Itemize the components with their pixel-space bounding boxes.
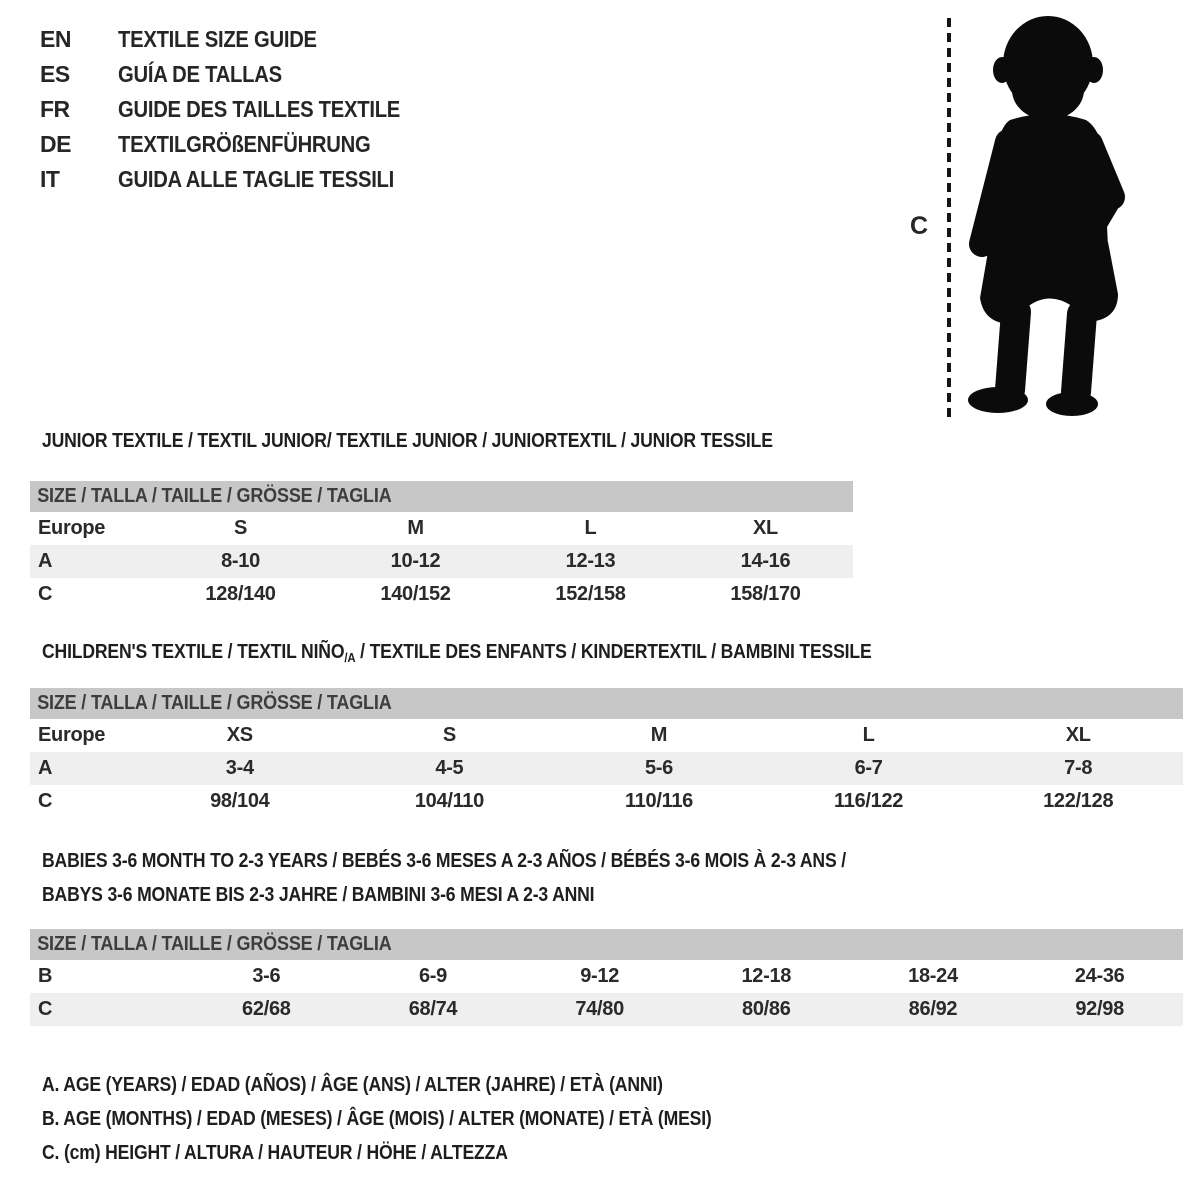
row-label-cell: A xyxy=(38,550,53,572)
language-label: GUIDA ALLE TAGLIE TESSILI xyxy=(118,166,395,192)
size-value-cell: S xyxy=(442,724,456,746)
size-value-cell: XS xyxy=(226,724,253,746)
size-value-cell: 5-6 xyxy=(644,757,673,779)
size-value-cell: 10-12 xyxy=(390,550,441,572)
size-value-cell: 12-18 xyxy=(741,965,792,987)
language-code: EN xyxy=(40,26,71,52)
size-value-cell: 92/98 xyxy=(1075,998,1124,1020)
row-label-cell: A xyxy=(38,757,53,779)
size-value-cell: 24-36 xyxy=(1074,965,1125,987)
table-row: A 3-4 4-5 5-6 6-7 7-8 xyxy=(30,752,1183,785)
size-value-cell: S xyxy=(233,517,248,539)
size-value-cell: XL xyxy=(1065,724,1091,746)
size-value-cell: 152/158 xyxy=(555,583,626,605)
size-value-cell: 6-9 xyxy=(418,965,447,987)
language-code: IT xyxy=(40,166,60,192)
table-row: C 98/104 104/110 110/116 116/122 122/128 xyxy=(30,785,1183,818)
size-value-cell: 62/68 xyxy=(242,998,291,1020)
legend-line-a: A. AGE (YEARS) / EDAD (AÑOS) / ÂGE (ANS)… xyxy=(42,1068,803,1102)
table-row: Europe S M L XL xyxy=(30,512,853,545)
legend-line-c: C. (cm) HEIGHT / ALTURA / HAUTEUR / HÖHE… xyxy=(42,1136,803,1170)
size-value-cell: 116/122 xyxy=(834,790,904,812)
size-value-cell: 3-4 xyxy=(225,757,254,779)
table-row: C 62/68 68/74 74/80 80/86 86/92 92/98 xyxy=(30,993,1183,1026)
language-row-it: IT GUIDA ALLE TAGLIE TESSILI xyxy=(40,162,439,197)
size-value-cell: XL xyxy=(753,517,778,539)
language-code: FR xyxy=(40,96,70,122)
language-code: ES xyxy=(40,61,70,87)
row-label-cell: Europe xyxy=(38,517,106,539)
table-row: A 8-10 10-12 12-13 14-16 xyxy=(30,545,853,578)
legend-text: B. AGE (MONTHS) / EDAD (MESES) / ÂGE (MO… xyxy=(42,1107,712,1130)
size-value-cell: 14-16 xyxy=(740,550,791,572)
size-value-cell: 98/104 xyxy=(210,790,270,812)
row-label-cell: C xyxy=(38,583,53,605)
language-label: GUÍA DE TALLAS xyxy=(118,61,282,87)
children-size-table: Europe XS S M L XL A 3-4 4-5 5-6 6-7 7-8… xyxy=(30,719,1183,818)
row-label-cell: B xyxy=(38,965,53,987)
size-value-cell: L xyxy=(862,724,875,746)
size-value-cell: 68/74 xyxy=(408,998,458,1020)
children-section-title: CHILDREN'S TEXTILE / TEXTIL NIÑO/A / TEX… xyxy=(42,641,872,665)
row-label-cell: C xyxy=(38,790,53,812)
size-header-text: SIZE / TALLA / TAILLE / GRÖSSE / TAGLIA xyxy=(37,485,392,507)
size-value-cell: 128/140 xyxy=(205,583,276,605)
size-value-cell: 12-13 xyxy=(565,550,616,572)
size-value-cell: 7-8 xyxy=(1064,757,1093,779)
height-dashed-line xyxy=(947,18,951,418)
language-row-fr: FR GUIDE DES TAILLES TEXTILE xyxy=(40,92,439,127)
legend-line-b: B. AGE (MONTHS) / EDAD (MESES) / ÂGE (MO… xyxy=(42,1102,803,1136)
legend-text: A. AGE (YEARS) / EDAD (AÑOS) / ÂGE (ANS)… xyxy=(42,1073,663,1096)
size-value-cell: 86/92 xyxy=(908,998,958,1020)
size-value-cell: 18-24 xyxy=(908,965,958,987)
junior-size-header-bar: SIZE / TALLA / TAILLE / GRÖSSE / TAGLIA xyxy=(30,481,853,512)
babies-section-title-line1: BABIES 3-6 MONTH TO 2-3 YEARS / BEBÉS 3-… xyxy=(42,850,846,872)
language-label: GUIDE DES TAILLES TEXTILE xyxy=(118,96,401,122)
measure-legend: A. AGE (YEARS) / EDAD (AÑOS) / ÂGE (ANS)… xyxy=(42,1068,803,1170)
size-value-cell: 6-7 xyxy=(854,757,883,779)
size-value-cell: 3-6 xyxy=(252,965,281,987)
babies-section-title-line2: BABYS 3-6 MONATE BIS 2-3 JAHRE / BAMBINI… xyxy=(42,884,595,906)
language-label: TEXTILGRÖßENFÜHRUNG xyxy=(118,131,371,157)
size-value-cell: 104/110 xyxy=(414,790,484,812)
babies-size-table: B 3-6 6-9 9-12 12-18 18-24 24-36 C 62/68… xyxy=(30,960,1183,1026)
toddler-silhouette xyxy=(968,16,1125,416)
size-value-cell: 80/86 xyxy=(742,998,791,1020)
size-value-cell: M xyxy=(407,517,424,539)
language-row-en: EN TEXTILE SIZE GUIDE xyxy=(40,22,439,57)
row-label-cell: Europe xyxy=(38,724,106,746)
height-measure-label: C xyxy=(910,212,929,240)
row-label-cell: C xyxy=(38,998,53,1020)
junior-section-title: JUNIOR TEXTILE / TEXTIL JUNIOR/ TEXTILE … xyxy=(42,430,773,452)
size-value-cell: 74/80 xyxy=(575,998,624,1020)
table-row: B 3-6 6-9 9-12 12-18 18-24 24-36 xyxy=(30,960,1183,993)
size-value-cell: 9-12 xyxy=(580,965,620,987)
children-title-subscript: /A xyxy=(344,650,356,665)
size-value-cell: L xyxy=(584,517,597,539)
size-value-cell: 110/116 xyxy=(624,790,693,812)
size-value-cell: 4-5 xyxy=(435,757,464,779)
babies-size-header-bar: SIZE / TALLA / TAILLE / GRÖSSE / TAGLIA xyxy=(30,929,1183,960)
table-row: Europe XS S M L XL xyxy=(30,719,1183,752)
children-title-main: CHILDREN'S TEXTILE / TEXTIL NIÑO xyxy=(42,641,345,663)
language-code: DE xyxy=(40,131,71,157)
junior-size-table: Europe S M L XL A 8-10 10-12 12-13 14-16… xyxy=(30,512,853,611)
size-value-cell: 158/170 xyxy=(730,583,801,605)
size-value-cell: M xyxy=(650,724,668,746)
size-value-cell: 122/128 xyxy=(1043,790,1114,812)
children-size-header-bar: SIZE / TALLA / TAILLE / GRÖSSE / TAGLIA xyxy=(30,688,1183,719)
table-row: C 128/140 140/152 152/158 158/170 xyxy=(30,578,853,611)
language-label: TEXTILE SIZE GUIDE xyxy=(118,26,317,52)
language-list: EN TEXTILE SIZE GUIDE ES GUÍA DE TALLAS … xyxy=(40,22,439,197)
size-header-text: SIZE / TALLA / TAILLE / GRÖSSE / TAGLIA xyxy=(37,692,392,714)
language-row-es: ES GUÍA DE TALLAS xyxy=(40,57,439,92)
language-row-de: DE TEXTILGRÖßENFÜHRUNG xyxy=(40,127,439,162)
legend-text: C. (cm) HEIGHT / ALTURA / HAUTEUR / HÖHE… xyxy=(42,1141,508,1164)
children-title-rest: / TEXTILE DES ENFANTS / KINDERTEXTIL / B… xyxy=(355,641,872,663)
size-value-cell: 8-10 xyxy=(221,550,260,572)
size-header-text: SIZE / TALLA / TAILLE / GRÖSSE / TAGLIA xyxy=(37,933,392,955)
size-value-cell: 140/152 xyxy=(380,583,451,605)
